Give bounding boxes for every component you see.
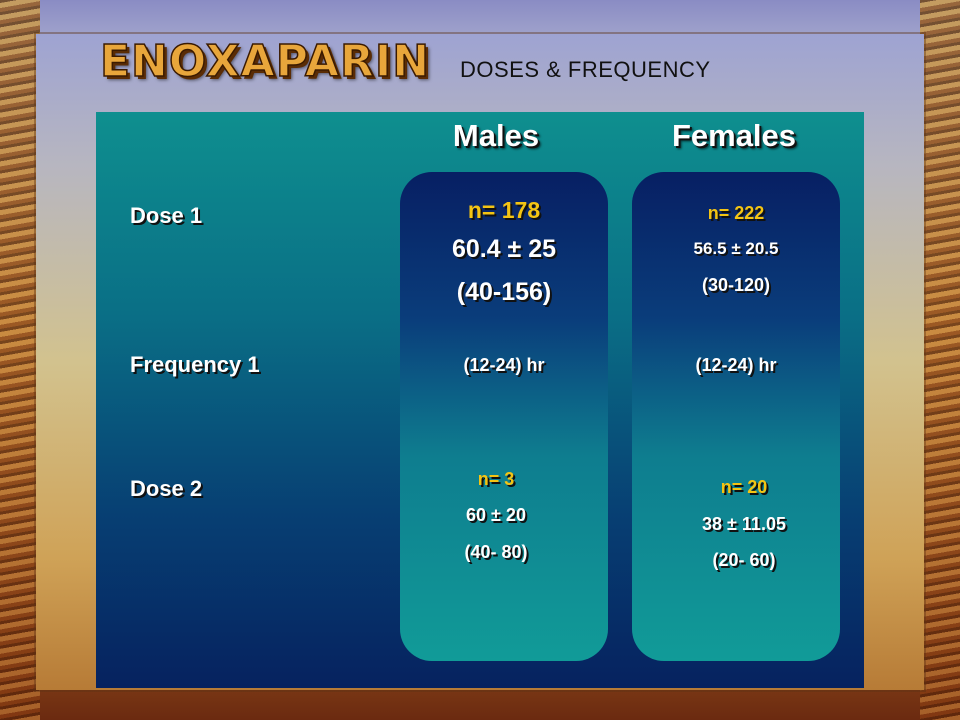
row-label-frequency1: Frequency 1 <box>130 352 260 377</box>
males-dose1-n: n= 178 <box>467 197 541 223</box>
left-border-texture <box>0 0 40 720</box>
slide-subtitle: DOSES & FREQUENCY <box>460 57 711 82</box>
males-header: Males <box>452 118 540 153</box>
females-dose1-range: (30-120) <box>701 275 771 295</box>
males-dose1-range: (40-156) <box>456 278 552 306</box>
females-frequency1: (12-24) hr <box>695 355 777 375</box>
males-frequency1: (12-24) hr <box>463 355 545 375</box>
slide-title: ENOXAPARIN <box>99 35 431 88</box>
females-dose2-mean: 38 ± 11.05 <box>702 514 786 534</box>
females-dose1-mean: 56.5 ± 20.5 <box>693 239 779 258</box>
row-label-dose2: Dose 2 <box>130 476 203 501</box>
females-dose1-n: n= 222 <box>707 203 765 223</box>
right-border-texture <box>920 0 960 720</box>
males-dose2-mean: 60 ± 20 <box>466 505 526 525</box>
males-dose2-range: (40- 80) <box>464 542 528 562</box>
females-header: Females <box>671 118 797 153</box>
females-column <box>632 172 840 661</box>
males-column <box>400 172 608 661</box>
males-dose2-n: n= 3 <box>477 469 515 489</box>
males-dose1-mean: 60.4 ± 25 <box>451 235 557 263</box>
row-label-dose1: Dose 1 <box>130 203 203 228</box>
females-dose2-range: (20- 60) <box>712 550 776 570</box>
females-dose2-n: n= 20 <box>720 477 768 497</box>
